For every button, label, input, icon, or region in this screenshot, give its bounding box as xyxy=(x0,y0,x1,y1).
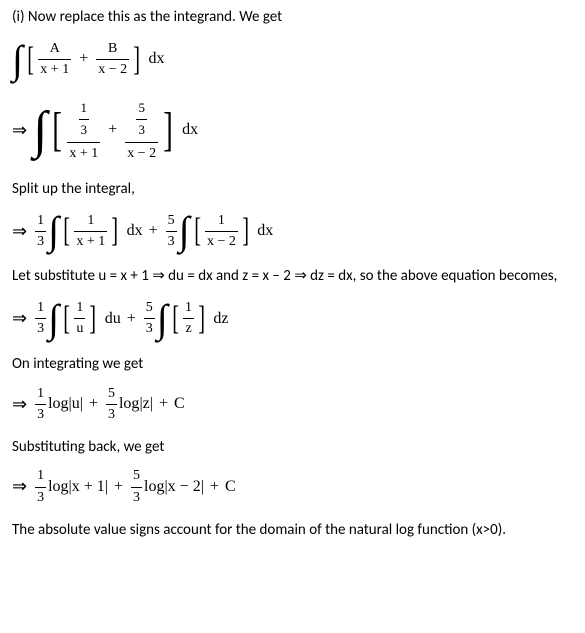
equation-4: ⇒ 1 3 ∫ [ 1 u ] du + 5 3 ∫ [ 1 z ] dz xyxy=(12,297,573,341)
right-bracket: ] xyxy=(163,99,173,161)
equation-5: ⇒ 1 3 log|u| + 5 3 log|z| + C xyxy=(12,385,573,424)
equation-6: ⇒ 1 3 log|x + 1| + 5 3 log|x − 2| + C xyxy=(12,467,573,506)
left-bracket: [ xyxy=(63,209,70,253)
dz: dz xyxy=(213,309,228,330)
frac-1-3-xp1: 1 3 x + 1 xyxy=(67,96,100,166)
log-u: log|u| xyxy=(48,394,83,415)
left-bracket: [ xyxy=(63,297,70,341)
implies-arrow: ⇒ xyxy=(12,393,27,416)
plus-op: + xyxy=(89,394,98,415)
equation-3: ⇒ 1 3 ∫ [ 1 x + 1 ] dx + 5 3 ∫ [ 1 x − 2… xyxy=(12,209,573,253)
implies-arrow: ⇒ xyxy=(12,307,27,330)
integral-sign: ∫ xyxy=(48,303,59,335)
plus-op: + xyxy=(108,120,117,141)
equation-1: ∫ [ A x + 1 + B x − 2 ] dx xyxy=(12,38,573,82)
plus-op: + xyxy=(149,221,158,242)
step-integrate: On integrating we get xyxy=(12,355,573,375)
constant-C: C xyxy=(225,477,236,498)
frac-5-3: 5 3 xyxy=(106,385,117,424)
dx: dx xyxy=(148,49,164,70)
frac-B: B x − 2 xyxy=(96,40,129,79)
integral-sign: ∫ xyxy=(179,215,190,247)
right-bracket: ] xyxy=(112,209,119,253)
right-bracket: ] xyxy=(133,38,140,82)
plus-op: + xyxy=(114,477,123,498)
step-intro: (i) Now replace this as the integrand. W… xyxy=(12,8,573,28)
frac-1-3: 1 3 xyxy=(35,212,46,251)
left-bracket: [ xyxy=(194,209,201,253)
frac-1-z: 1 z xyxy=(183,299,194,338)
du: du xyxy=(105,309,121,330)
step-backsub: Substituting back, we get xyxy=(12,438,573,458)
integral-sign: ∫ xyxy=(48,215,59,247)
frac-5-3: 5 3 xyxy=(144,299,155,338)
step-substitute: Let substitute u = x + 1 ⇒ du = dx and z… xyxy=(12,267,573,287)
right-bracket: ] xyxy=(242,209,249,253)
implies-arrow: ⇒ xyxy=(12,119,27,142)
step-note: The absolute value signs account for the… xyxy=(12,521,573,541)
step-split: Split up the integral, xyxy=(12,180,573,200)
right-bracket: ] xyxy=(90,297,97,341)
implies-arrow: ⇒ xyxy=(12,220,27,243)
frac-1-u: 1 u xyxy=(74,299,85,338)
frac-1-xp1: 1 x + 1 xyxy=(74,212,107,251)
dx: dx xyxy=(182,120,198,141)
frac-1-xm2: 1 x − 2 xyxy=(205,212,238,251)
frac-1-3: 1 3 xyxy=(35,299,46,338)
dx: dx xyxy=(127,221,143,242)
constant-C: C xyxy=(174,394,185,415)
left-bracket: [ xyxy=(172,297,179,341)
frac-5-3: 5 3 xyxy=(131,467,142,506)
plus-op: + xyxy=(210,477,219,498)
left-bracket: [ xyxy=(27,38,34,82)
integral-sign: ∫ xyxy=(33,110,47,152)
log-xm2: log|x − 2| xyxy=(144,477,204,498)
left-bracket: [ xyxy=(53,99,63,161)
frac-1-3: 1 3 xyxy=(35,467,46,506)
dx: dx xyxy=(257,221,273,242)
frac-A: A x + 1 xyxy=(38,40,71,79)
plus-op: + xyxy=(79,49,88,70)
equation-2: ⇒ ∫ [ 1 3 x + 1 + 5 3 x − 2 ] dx xyxy=(12,96,573,166)
plus-op: + xyxy=(159,394,168,415)
frac-1-3: 1 3 xyxy=(35,385,46,424)
implies-arrow: ⇒ xyxy=(12,475,27,498)
integral-sign: ∫ xyxy=(12,44,23,76)
log-z: log|z| xyxy=(119,394,153,415)
log-xp1: log|x + 1| xyxy=(48,477,108,498)
frac-5-3: 5 3 xyxy=(166,212,177,251)
plus-op: + xyxy=(127,309,136,330)
integral-sign: ∫ xyxy=(157,303,168,335)
right-bracket: ] xyxy=(198,297,205,341)
frac-5-3-xm2: 5 3 x − 2 xyxy=(125,96,158,166)
